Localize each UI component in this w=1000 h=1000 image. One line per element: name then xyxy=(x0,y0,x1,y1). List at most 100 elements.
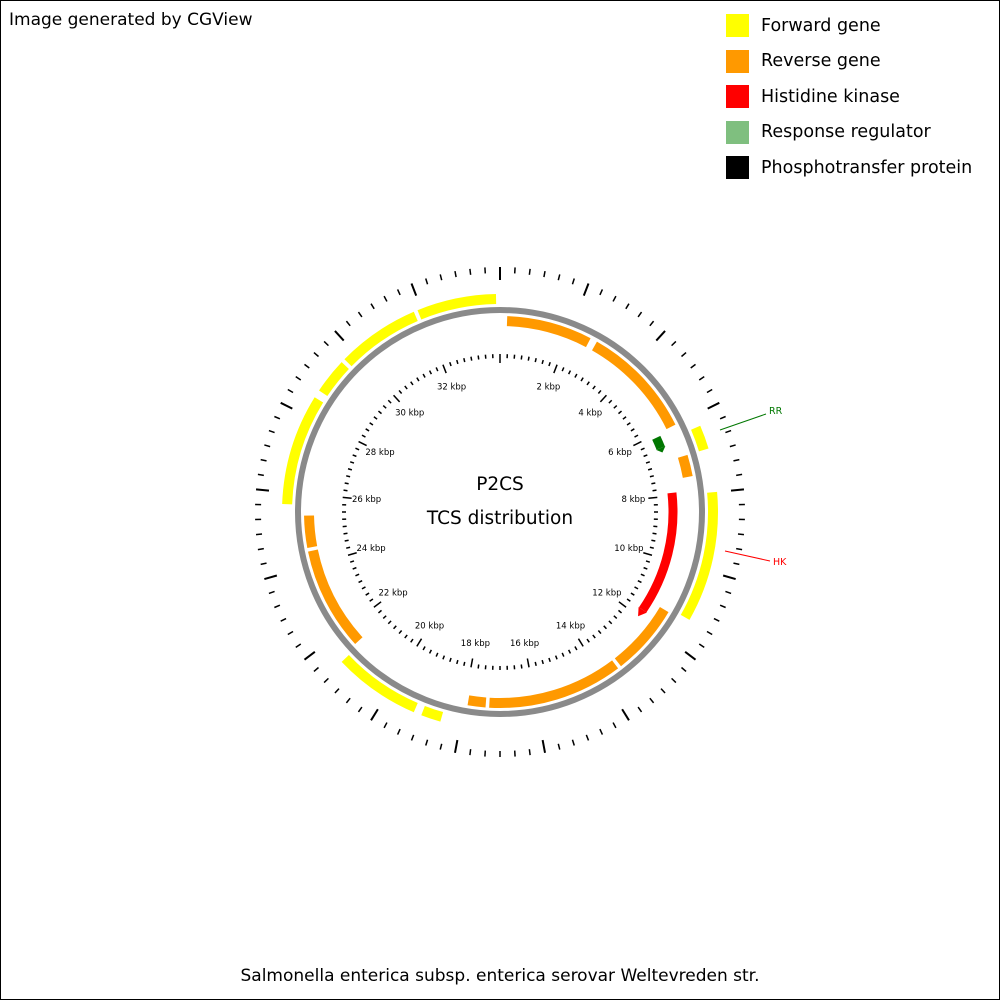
tick-label: 6 kbp xyxy=(608,448,632,458)
inner-minor-tick xyxy=(428,649,433,654)
inner-minor-tick xyxy=(470,356,473,361)
outer-minor-tick xyxy=(264,444,271,448)
inner-minor-tick xyxy=(603,625,607,630)
legend-swatch xyxy=(726,120,749,144)
reverse-gene-track xyxy=(304,316,693,709)
outer-minor-tick xyxy=(571,739,575,746)
outer-minor-tick xyxy=(660,688,666,694)
inner-minor-tick xyxy=(393,625,397,630)
outer-minor-tick xyxy=(425,278,429,285)
inner-minor-tick xyxy=(520,664,523,669)
inner-minor-tick xyxy=(347,468,353,471)
outer-minor-tick xyxy=(257,547,264,551)
tick-label: 12 kbp xyxy=(592,588,621,598)
outer-minor-tick xyxy=(345,320,351,327)
outer-minor-tick xyxy=(274,415,281,420)
reverse-gene-arc xyxy=(467,695,487,708)
outer-minor-tick xyxy=(357,311,363,318)
outer-minor-tick xyxy=(357,706,363,713)
reverse-gene-arc xyxy=(308,549,363,645)
legend-item-reverse-gene: Reverse gene xyxy=(726,44,972,80)
outer-tick-ring xyxy=(255,267,745,757)
tick-label: 8 kbp xyxy=(621,495,645,505)
forward-gene-track xyxy=(282,294,718,722)
inner-minor-tick xyxy=(548,657,551,663)
inner-minor-tick xyxy=(369,598,374,602)
inner-major-tick xyxy=(373,601,382,608)
inner-minor-tick xyxy=(647,468,653,471)
inner-minor-tick xyxy=(365,592,370,596)
outer-minor-tick xyxy=(323,340,329,347)
outer-minor-tick xyxy=(528,268,531,275)
response-regulator-arrowhead xyxy=(656,446,666,453)
outer-minor-tick xyxy=(571,278,575,285)
outer-minor-tick xyxy=(557,274,561,281)
outer-major-tick xyxy=(655,330,666,342)
inner-minor-tick xyxy=(355,447,360,451)
inner-major-tick xyxy=(633,440,642,447)
inner-major-tick xyxy=(442,364,447,374)
inner-minor-tick xyxy=(617,410,623,415)
tick-label: 20 kbp xyxy=(415,621,444,631)
outer-minor-tick xyxy=(733,562,740,566)
outer-minor-tick xyxy=(469,749,472,756)
inner-minor-tick xyxy=(561,652,565,657)
inner-major-tick xyxy=(393,394,401,403)
inner-minor-tick xyxy=(637,579,642,584)
tick-label: 14 kbp xyxy=(556,621,585,631)
tick-label: 4 kbp xyxy=(578,409,602,419)
outer-major-tick xyxy=(684,651,697,661)
inner-minor-tick xyxy=(651,482,656,485)
inner-minor-tick xyxy=(361,586,366,590)
inner-minor-tick xyxy=(649,475,654,478)
legend: Forward gene Reverse gene Histidine kina… xyxy=(726,8,972,186)
inner-major-tick xyxy=(643,552,653,556)
inner-minor-tick xyxy=(626,422,631,426)
legend-item-forward-gene: Forward gene xyxy=(726,8,972,44)
outer-minor-tick xyxy=(425,739,429,746)
inner-major-tick xyxy=(358,440,367,447)
outer-minor-tick xyxy=(287,388,294,394)
inner-minor-tick xyxy=(398,389,403,395)
inner-minor-tick xyxy=(373,416,378,420)
inner-minor-tick xyxy=(346,475,351,478)
outer-major-tick xyxy=(730,488,745,492)
outer-minor-tick xyxy=(725,429,732,434)
outer-minor-tick xyxy=(274,604,281,609)
inner-minor-tick xyxy=(346,546,351,549)
inner-minor-tick xyxy=(449,657,452,663)
inner-minor-tick xyxy=(580,377,584,382)
outer-major-tick xyxy=(410,283,418,297)
tick-label: 10 kbp xyxy=(614,544,643,554)
outer-minor-tick xyxy=(625,303,630,310)
forward-gene-arc xyxy=(417,294,497,320)
callout-layer: RR HK xyxy=(719,406,787,568)
inner-minor-tick xyxy=(640,447,645,451)
inner-minor-tick xyxy=(435,652,439,657)
inner-major-tick xyxy=(553,364,558,374)
outer-minor-tick xyxy=(733,458,740,462)
outer-minor-tick xyxy=(737,533,745,536)
inner-minor-tick xyxy=(343,489,348,492)
legend-swatch xyxy=(726,14,749,38)
legend-swatch xyxy=(726,156,749,180)
rr-callout-line xyxy=(719,413,767,431)
inner-minor-tick xyxy=(404,634,408,639)
inner-minor-tick xyxy=(534,661,537,666)
outer-minor-tick xyxy=(637,706,643,713)
inner-minor-tick xyxy=(643,566,648,570)
outer-minor-tick xyxy=(396,728,401,735)
inner-minor-tick xyxy=(477,664,480,669)
outer-minor-tick xyxy=(671,677,677,684)
backbone-ring xyxy=(295,307,705,717)
outer-minor-tick xyxy=(637,311,643,318)
outer-major-tick xyxy=(707,401,720,410)
outer-minor-tick xyxy=(698,643,705,648)
hk-callout-line xyxy=(724,550,771,562)
outer-minor-tick xyxy=(334,688,340,694)
reverse-gene-arc xyxy=(304,515,318,549)
inner-minor-tick xyxy=(567,370,572,375)
outer-major-tick xyxy=(303,651,316,661)
outer-minor-tick xyxy=(260,458,267,462)
reverse-gene-arc xyxy=(591,341,676,430)
